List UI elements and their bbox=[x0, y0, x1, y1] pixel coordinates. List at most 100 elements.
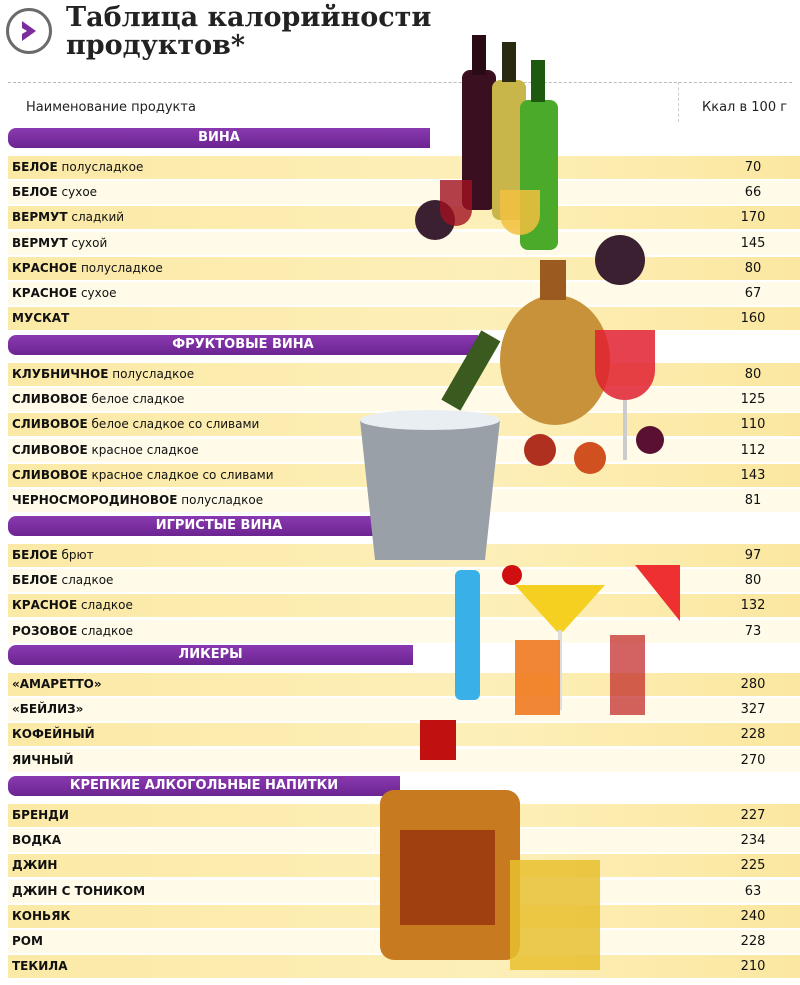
table-row: КОФЕЙНЫЙ 228 bbox=[8, 723, 800, 747]
product-name: «БЕЙЛИЗ» bbox=[12, 698, 83, 721]
product-name: ТЕКИЛА bbox=[12, 955, 68, 978]
title-line-1: Таблица калорийности bbox=[66, 2, 432, 33]
product-name: ВЕРМУТ сладкий bbox=[12, 206, 124, 229]
table-row: КРАСНОЕ сухое 67 bbox=[8, 282, 800, 305]
product-name: СЛИВОВОЕ красное сладкое со сливами bbox=[12, 464, 274, 487]
product-name-bold: БЕЛОЕ bbox=[12, 160, 58, 174]
kcal-value: 80 bbox=[744, 367, 762, 382]
product-name: РОЗОВОЕ сладкое bbox=[12, 620, 133, 643]
kcal-value: 240 bbox=[740, 908, 766, 924]
product-name: КРАСНОЕ полусладкое bbox=[12, 257, 163, 280]
product-name-bold: КРАСНОЕ bbox=[12, 260, 78, 275]
champagne-bucket-image bbox=[360, 330, 501, 560]
product-name: ДЖИН bbox=[12, 854, 57, 877]
table-row: МУСКАТ 160 bbox=[8, 307, 800, 331]
product-name-bold: ДЖИН С ТОНИКОМ bbox=[12, 883, 146, 898]
product-name-bold: КОФЕЙНЫЙ bbox=[12, 727, 95, 742]
product-name-bold: КОНЬЯК bbox=[12, 908, 71, 923]
table-row: ТЕКИЛА 210 bbox=[8, 955, 800, 979]
product-name: КРАСНОЕ сладкое bbox=[12, 594, 133, 617]
product-name-detail: сухой bbox=[67, 235, 108, 250]
product-name-detail: полусладкое bbox=[177, 493, 264, 507]
divider bbox=[678, 82, 679, 122]
product-name-detail: полусладкое bbox=[57, 160, 144, 174]
product-name-bold: БЕЛОЕ bbox=[12, 185, 58, 200]
product-name: ВОДКА bbox=[12, 829, 61, 852]
product-name: КОФЕЙНЫЙ bbox=[12, 723, 95, 746]
table-row: БЕЛОЕ сухое 66 bbox=[8, 181, 800, 205]
kcal-value: 225 bbox=[740, 858, 766, 874]
product-name-bold: МУСКАТ bbox=[12, 311, 70, 326]
product-name: КОНЬЯК bbox=[12, 905, 70, 928]
title-line-2: продуктов* bbox=[66, 30, 246, 61]
product-name: СЛИВОВОЕ красное сладкое bbox=[12, 439, 199, 462]
product-name: БЕЛОЕ брют bbox=[12, 544, 94, 567]
kcal-value: 81 bbox=[744, 493, 762, 508]
product-name: БЕЛОЕ сухое bbox=[12, 181, 97, 204]
product-name-detail: сладкое bbox=[57, 573, 114, 588]
product-name-detail: белое сладкое bbox=[87, 392, 185, 407]
kcal-value: 80 bbox=[744, 260, 762, 276]
table-row: ЯИЧНЫЙ 270 bbox=[8, 748, 800, 772]
kcal-value: 280 bbox=[740, 677, 766, 692]
product-name-detail: сладкое bbox=[77, 598, 133, 613]
product-name: СЛИВОВОЕ белое сладкое со сливами bbox=[12, 413, 259, 436]
product-name-bold: ВЕРМУТ bbox=[12, 210, 68, 225]
product-name: КРАСНОЕ сухое bbox=[12, 282, 116, 305]
product-name-detail: сухое bbox=[57, 185, 98, 200]
section-header: ФРУКТОВЫЕ ВИНА bbox=[8, 335, 478, 355]
cocktails-image bbox=[455, 565, 680, 715]
page-title: Таблица калорийности продуктов* bbox=[66, 4, 431, 60]
kcal-value: 228 bbox=[740, 727, 766, 743]
kcal-value: 132 bbox=[740, 598, 766, 614]
product-name-bold: «БЕЙЛИЗ» bbox=[12, 702, 84, 717]
product-name: КЛУБНИЧНОЕ полусладкое bbox=[12, 363, 194, 386]
kcal-value: 170 bbox=[740, 210, 766, 226]
product-name-detail: красное сладкое bbox=[87, 442, 199, 457]
product-name-detail: красное сладкое со сливами bbox=[87, 467, 274, 482]
kcal-value: 145 bbox=[740, 235, 766, 251]
kcal-value: 80 bbox=[744, 573, 762, 589]
product-name-detail: белое сладкое со сливами bbox=[87, 417, 260, 432]
kcal-value: 67 bbox=[744, 286, 762, 301]
kcal-value: 270 bbox=[740, 752, 766, 768]
product-name-bold: КРАСНОЕ bbox=[12, 598, 78, 613]
product-name-bold: ЯИЧНЫЙ bbox=[12, 752, 74, 767]
product-name-bold: КРАСНОЕ bbox=[12, 286, 78, 300]
product-name-detail: сладкое bbox=[77, 623, 133, 638]
product-name-detail: сладкий bbox=[67, 210, 125, 225]
product-name: ЧЕРНОСМОРОДИНОВОЕ полусладкое bbox=[12, 489, 263, 512]
section-header: КРЕПКИЕ АЛКОГОЛЬНЫЕ НАПИТКИ bbox=[8, 776, 400, 796]
product-name-bold: ВЕРМУТ bbox=[12, 235, 68, 250]
product-name: ЯИЧНЫЙ bbox=[12, 749, 74, 772]
kcal-value: 210 bbox=[740, 959, 766, 975]
column-header-kcal: Ккал в 100 г bbox=[702, 100, 788, 115]
brandy-bottle-image bbox=[380, 720, 600, 970]
kcal-value: 228 bbox=[740, 934, 766, 949]
product-name-detail: полусладкое bbox=[77, 260, 163, 275]
drinks-illustration bbox=[360, 35, 680, 970]
product-name: БЕЛОЕ сладкое bbox=[12, 569, 113, 592]
table-row: БЕЛОЕ полусладкое 70 bbox=[8, 156, 800, 179]
kcal-value: 63 bbox=[744, 883, 762, 899]
section-header: ИГРИСТЫЕ ВИНА bbox=[8, 516, 430, 536]
table-row: «АМАРЕТТО» 280 bbox=[8, 673, 800, 696]
wicker-jug-image bbox=[500, 260, 664, 474]
kcal-value: 70 bbox=[744, 160, 762, 175]
table-row: РОЗОВОЕ сладкое 73 bbox=[8, 619, 800, 643]
product-name: ВЕРМУТ сухой bbox=[12, 232, 107, 255]
kcal-value: 66 bbox=[744, 185, 762, 201]
product-name-bold: КЛУБНИЧНОЕ bbox=[12, 367, 109, 381]
product-name-bold: БЕЛОЕ bbox=[12, 548, 58, 562]
product-name-bold: СЛИВОВОЕ bbox=[12, 467, 88, 482]
kcal-value: 110 bbox=[740, 417, 766, 433]
product-name-detail: брют bbox=[57, 548, 94, 562]
kcal-value: 143 bbox=[740, 467, 766, 483]
product-name-bold: «АМАРЕТТО» bbox=[12, 677, 102, 691]
wine-bottles-image bbox=[415, 35, 645, 285]
product-name-bold: БРЕНДИ bbox=[12, 808, 69, 822]
table-row: «БЕЙЛИЗ» 327 bbox=[8, 698, 800, 722]
product-name: БЕЛОЕ полусладкое bbox=[12, 156, 143, 179]
product-name-bold: СЛИВОВОЕ bbox=[12, 417, 88, 432]
product-name: ДЖИН С ТОНИКОМ bbox=[12, 880, 145, 903]
